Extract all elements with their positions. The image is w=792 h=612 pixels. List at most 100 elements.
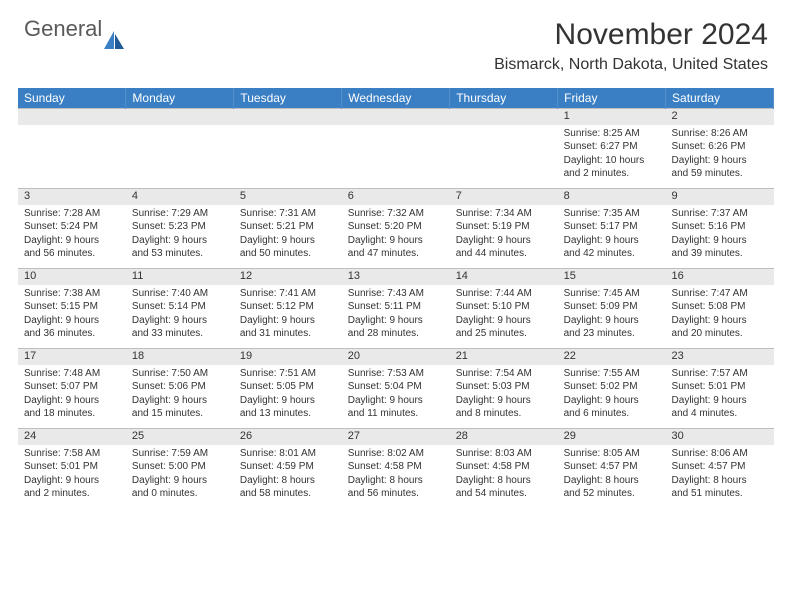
- day-detail-cell: Sunrise: 7:57 AMSunset: 5:01 PMDaylight:…: [666, 365, 774, 429]
- sunrise-text: Sunrise: 8:03 AM: [456, 447, 552, 461]
- day-detail-cell: Sunrise: 7:51 AMSunset: 5:05 PMDaylight:…: [234, 365, 342, 429]
- sunset-text: Sunset: 5:15 PM: [24, 300, 120, 314]
- sunrise-text: Sunrise: 7:57 AM: [672, 367, 768, 381]
- day-detail-cell: Sunrise: 7:35 AMSunset: 5:17 PMDaylight:…: [558, 205, 666, 269]
- day-number-cell: 8: [558, 189, 666, 205]
- title-block: November 2024 Bismarck, North Dakota, Un…: [494, 18, 768, 74]
- sunset-text: Sunset: 5:11 PM: [348, 300, 444, 314]
- sunset-text: Sunset: 5:06 PM: [132, 380, 228, 394]
- sunset-text: Sunset: 5:00 PM: [132, 460, 228, 474]
- day-detail-cell: Sunrise: 7:44 AMSunset: 5:10 PMDaylight:…: [450, 285, 558, 349]
- daylight-text-1: Daylight: 9 hours: [456, 234, 552, 248]
- sunset-text: Sunset: 4:58 PM: [456, 460, 552, 474]
- daylight-text-2: and 39 minutes.: [672, 247, 768, 261]
- weekday-header: Sunday: [18, 88, 126, 109]
- daylight-text-1: Daylight: 9 hours: [24, 314, 120, 328]
- daylight-text-1: Daylight: 9 hours: [240, 314, 336, 328]
- day-number-cell: [126, 109, 234, 125]
- day-number-cell: 5: [234, 189, 342, 205]
- sunset-text: Sunset: 5:23 PM: [132, 220, 228, 234]
- day-number-cell: 12: [234, 269, 342, 285]
- day-detail-cell: Sunrise: 7:28 AMSunset: 5:24 PMDaylight:…: [18, 205, 126, 269]
- day-number-cell: [450, 109, 558, 125]
- sunset-text: Sunset: 5:05 PM: [240, 380, 336, 394]
- day-detail-cell: Sunrise: 8:05 AMSunset: 4:57 PMDaylight:…: [558, 445, 666, 509]
- day-detail-cell: Sunrise: 7:50 AMSunset: 5:06 PMDaylight:…: [126, 365, 234, 429]
- day-number-cell: 13: [342, 269, 450, 285]
- sunrise-text: Sunrise: 7:54 AM: [456, 367, 552, 381]
- day-number-row: 17181920212223: [18, 349, 774, 365]
- daylight-text-2: and 42 minutes.: [564, 247, 660, 261]
- sunset-text: Sunset: 5:02 PM: [564, 380, 660, 394]
- day-detail-row: Sunrise: 7:38 AMSunset: 5:15 PMDaylight:…: [18, 285, 774, 349]
- daylight-text-2: and 2 minutes.: [564, 167, 660, 181]
- daylight-text-2: and 8 minutes.: [456, 407, 552, 421]
- daylight-text-2: and 6 minutes.: [564, 407, 660, 421]
- daylight-text-2: and 13 minutes.: [240, 407, 336, 421]
- day-number-cell: 27: [342, 429, 450, 445]
- day-number-cell: 23: [666, 349, 774, 365]
- sunrise-text: Sunrise: 7:51 AM: [240, 367, 336, 381]
- daylight-text-2: and 28 minutes.: [348, 327, 444, 341]
- daylight-text-2: and 36 minutes.: [24, 327, 120, 341]
- day-detail-cell: Sunrise: 8:06 AMSunset: 4:57 PMDaylight:…: [666, 445, 774, 509]
- daylight-text-2: and 50 minutes.: [240, 247, 336, 261]
- sunset-text: Sunset: 5:03 PM: [456, 380, 552, 394]
- daylight-text-1: Daylight: 9 hours: [132, 474, 228, 488]
- day-detail-row: Sunrise: 7:58 AMSunset: 5:01 PMDaylight:…: [18, 445, 774, 509]
- day-number-cell: 3: [18, 189, 126, 205]
- sunrise-text: Sunrise: 8:06 AM: [672, 447, 768, 461]
- sunset-text: Sunset: 5:12 PM: [240, 300, 336, 314]
- daylight-text-2: and 44 minutes.: [456, 247, 552, 261]
- weekday-header: Monday: [126, 88, 234, 109]
- sunrise-text: Sunrise: 7:58 AM: [24, 447, 120, 461]
- sunrise-text: Sunrise: 7:53 AM: [348, 367, 444, 381]
- day-number-cell: 15: [558, 269, 666, 285]
- day-number-cell: 17: [18, 349, 126, 365]
- day-number-cell: 25: [126, 429, 234, 445]
- daylight-text-2: and 51 minutes.: [672, 487, 768, 501]
- daylight-text-2: and 56 minutes.: [24, 247, 120, 261]
- day-detail-cell: Sunrise: 7:40 AMSunset: 5:14 PMDaylight:…: [126, 285, 234, 349]
- sunrise-text: Sunrise: 7:47 AM: [672, 287, 768, 301]
- sunrise-text: Sunrise: 7:59 AM: [132, 447, 228, 461]
- day-number-cell: 9: [666, 189, 774, 205]
- day-number-cell: 4: [126, 189, 234, 205]
- daylight-text-2: and 15 minutes.: [132, 407, 228, 421]
- day-detail-cell: Sunrise: 8:02 AMSunset: 4:58 PMDaylight:…: [342, 445, 450, 509]
- weekday-header: Friday: [558, 88, 666, 109]
- day-detail-cell: [342, 125, 450, 189]
- daylight-text-1: Daylight: 9 hours: [24, 234, 120, 248]
- day-detail-cell: Sunrise: 7:58 AMSunset: 5:01 PMDaylight:…: [18, 445, 126, 509]
- daylight-text-1: Daylight: 9 hours: [672, 234, 768, 248]
- day-number-row: 10111213141516: [18, 269, 774, 285]
- daylight-text-2: and 53 minutes.: [132, 247, 228, 261]
- day-number-cell: 11: [126, 269, 234, 285]
- daylight-text-1: Daylight: 9 hours: [456, 394, 552, 408]
- daylight-text-1: Daylight: 9 hours: [348, 234, 444, 248]
- daylight-text-1: Daylight: 9 hours: [672, 154, 768, 168]
- day-number-cell: [18, 109, 126, 125]
- daylight-text-1: Daylight: 8 hours: [564, 474, 660, 488]
- day-detail-cell: Sunrise: 7:34 AMSunset: 5:19 PMDaylight:…: [450, 205, 558, 269]
- sunrise-text: Sunrise: 7:38 AM: [24, 287, 120, 301]
- day-number-cell: 22: [558, 349, 666, 365]
- daylight-text-1: Daylight: 9 hours: [564, 314, 660, 328]
- daylight-text-1: Daylight: 9 hours: [348, 314, 444, 328]
- day-detail-cell: Sunrise: 7:29 AMSunset: 5:23 PMDaylight:…: [126, 205, 234, 269]
- daylight-text-2: and 0 minutes.: [132, 487, 228, 501]
- sunrise-text: Sunrise: 7:50 AM: [132, 367, 228, 381]
- sunrise-text: Sunrise: 8:05 AM: [564, 447, 660, 461]
- day-number-cell: 16: [666, 269, 774, 285]
- sunset-text: Sunset: 5:04 PM: [348, 380, 444, 394]
- day-number-cell: 1: [558, 109, 666, 125]
- sunset-text: Sunset: 4:59 PM: [240, 460, 336, 474]
- daylight-text-2: and 56 minutes.: [348, 487, 444, 501]
- day-number-cell: 7: [450, 189, 558, 205]
- sunrise-text: Sunrise: 7:32 AM: [348, 207, 444, 221]
- sunset-text: Sunset: 4:57 PM: [564, 460, 660, 474]
- day-detail-cell: [450, 125, 558, 189]
- sunset-text: Sunset: 5:08 PM: [672, 300, 768, 314]
- sunset-text: Sunset: 6:27 PM: [564, 140, 660, 154]
- day-number-cell: 30: [666, 429, 774, 445]
